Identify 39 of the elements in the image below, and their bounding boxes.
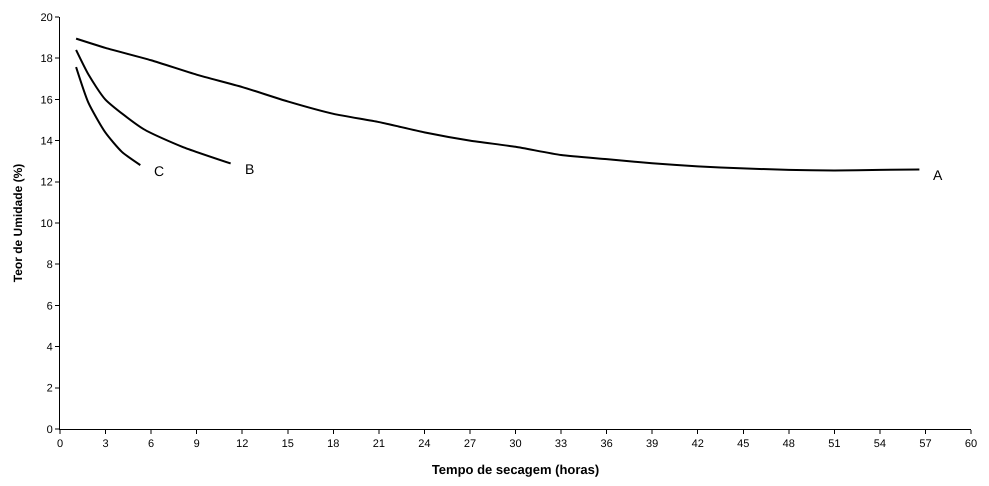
y-tick-label: 4	[46, 341, 53, 354]
x-axis-title: Tempo de secagem (horas)	[432, 462, 600, 477]
series-label: C	[154, 163, 164, 179]
x-tick-label: 0	[56, 438, 64, 450]
line-series	[75, 48, 232, 164]
series-label: B	[245, 161, 254, 177]
x-tick-label: 15	[282, 438, 294, 450]
y-tick-label: 6	[46, 300, 53, 312]
x-tick-label: 6	[148, 438, 154, 450]
x-tick-label: 42	[692, 438, 704, 450]
y-tick-label: 16	[40, 94, 53, 106]
y-tick-label: 12	[40, 176, 53, 189]
y-tick-label: 18	[40, 53, 53, 66]
x-tick-label: 12	[236, 438, 248, 450]
y-tick-label: 20	[40, 12, 53, 24]
x-tick-label: 48	[782, 438, 795, 450]
x-tick-label: 54	[874, 438, 886, 450]
x-tick-label: 39	[646, 438, 658, 450]
x-tick-label: 57	[919, 438, 932, 450]
x-tick-label: 9	[194, 438, 200, 450]
line-series	[75, 66, 142, 166]
x-tick-label: 51	[828, 438, 840, 450]
x-tick-label: 3	[102, 438, 109, 450]
x-tick-label: 36	[600, 438, 613, 450]
series-label: A	[933, 167, 943, 183]
y-tick-label: 2	[46, 382, 53, 395]
x-tick-label: 24	[418, 438, 431, 450]
x-tick-label: 27	[464, 438, 476, 450]
x-tick-label: 30	[509, 438, 522, 450]
y-tick-label: 0	[46, 424, 53, 436]
y-tick-label: 8	[46, 259, 53, 272]
x-tick-label: 45	[737, 438, 750, 450]
x-tick-label: 21	[372, 438, 385, 450]
x-tick-label: 60	[964, 438, 978, 450]
x-tick-label: 33	[554, 438, 568, 450]
x-tick-label: 18	[327, 438, 340, 450]
y-axis-title: Teor de Umidade (%)	[10, 164, 25, 282]
y-tick-label: 14	[40, 135, 53, 148]
y-tick-label: 10	[40, 218, 53, 230]
